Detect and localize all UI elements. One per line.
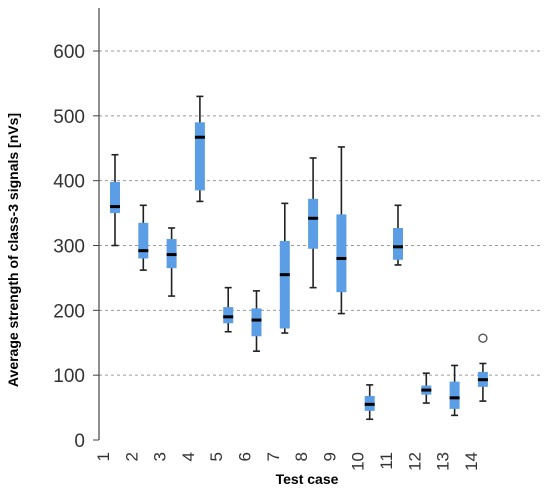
box-iqr-11	[393, 227, 403, 260]
x-tick-label-2: 2	[122, 452, 141, 461]
box-9	[336, 146, 347, 315]
box-iqr-2	[138, 222, 149, 259]
x-tick-label-10: 10	[349, 452, 368, 471]
y-tick-label-0: 0	[74, 431, 85, 452]
boxes	[110, 95, 488, 421]
box-2	[138, 204, 149, 271]
box-14	[477, 362, 488, 402]
box-3	[166, 227, 177, 297]
box-iqr-5	[223, 307, 234, 324]
y-tick-labels: 0 100 200 300 400 500 600	[53, 42, 85, 452]
outlier-14	[478, 333, 488, 343]
x-tick-label-12: 12	[405, 452, 424, 471]
box-5	[223, 286, 234, 333]
box-iqr-9	[336, 214, 347, 293]
x-tick-labels: 1 2 3 4 5 6 7 8 9 10 11 12 13 14	[94, 452, 481, 471]
x-tick-label-9: 9	[320, 452, 339, 461]
box-iqr-6	[251, 308, 262, 337]
y-tick-label-200: 200	[53, 301, 85, 322]
y-tick-label-600: 600	[53, 42, 85, 63]
x-tick-label-1: 1	[94, 452, 113, 461]
box-11	[393, 204, 403, 266]
x-tick-label-3: 3	[151, 452, 170, 461]
y-tick-label-300: 300	[53, 237, 85, 258]
box-iqr-13	[449, 381, 460, 409]
box-7	[279, 202, 290, 334]
x-axis-title: Test case	[276, 471, 339, 487]
x-tick-label-4: 4	[179, 452, 198, 461]
box-13	[449, 364, 460, 417]
box-iqr-8	[308, 198, 319, 249]
box-6	[251, 290, 262, 352]
y-axis-title: Average strength of class-3 signals [nVs…	[5, 113, 21, 387]
y-tick-label-100: 100	[53, 366, 85, 387]
box-iqr-4	[194, 122, 205, 191]
x-tick-label-14: 14	[462, 452, 481, 471]
box-8	[308, 157, 319, 289]
x-tick-label-6: 6	[236, 452, 255, 461]
box-iqr-7	[279, 240, 290, 329]
x-tick-label-8: 8	[292, 452, 311, 461]
box-12	[421, 372, 432, 404]
box-iqr-1	[110, 181, 120, 214]
box-4	[194, 95, 205, 203]
box-10	[364, 384, 375, 421]
x-tick-label-5: 5	[207, 452, 226, 461]
y-tick-label-400: 400	[53, 172, 85, 193]
x-tick-label-11: 11	[377, 452, 396, 470]
x-tick-label-7: 7	[264, 452, 283, 461]
box-1	[110, 153, 120, 247]
y-tick-label-500: 500	[53, 107, 85, 128]
x-tick-label-13: 13	[434, 452, 453, 471]
